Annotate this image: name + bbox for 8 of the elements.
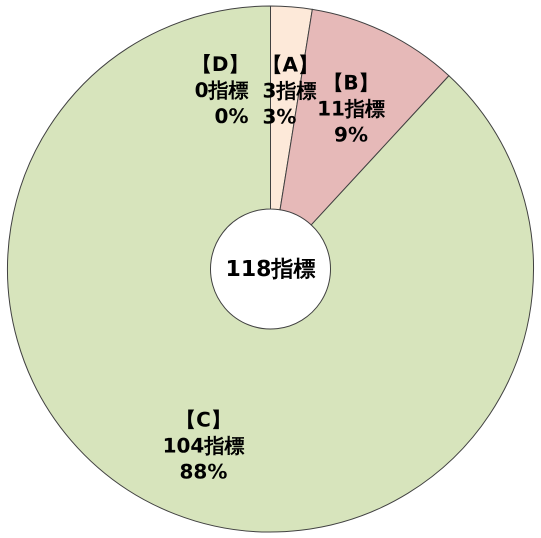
text: 118指標 <box>226 257 316 282</box>
text: 0指標 0% <box>194 78 248 128</box>
data-label: 11指標 9% <box>317 96 385 146</box>
slice-label: 【B】 <box>323 70 379 94</box>
donut-slice <box>7 6 534 532</box>
data-label: 104指標 88% <box>162 433 244 484</box>
category-label: 【D】 <box>192 52 248 76</box>
slice-label: 【C】 <box>176 407 231 432</box>
